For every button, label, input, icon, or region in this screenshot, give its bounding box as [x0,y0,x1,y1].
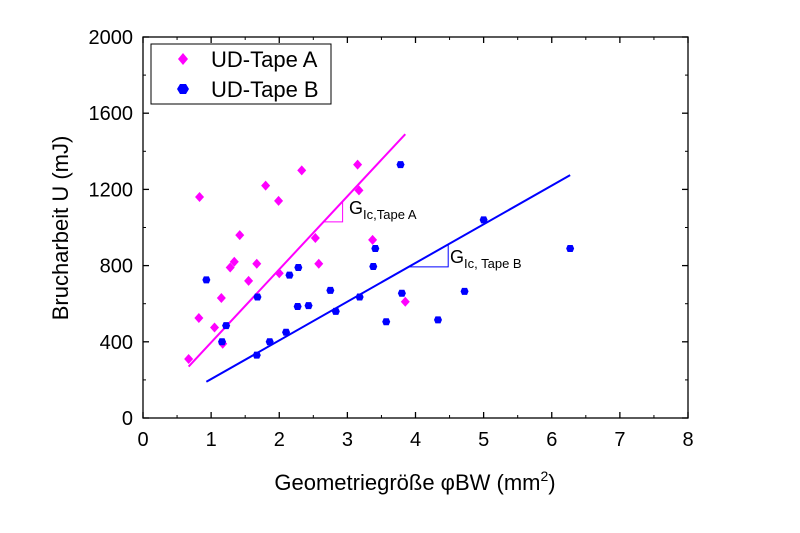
data-point-tape-a [261,180,271,191]
x-tick-label: 7 [614,429,625,451]
data-point-tape-a [297,165,307,176]
x-tick-labels: 0 1 2 3 4 5 6 7 8 [137,429,693,451]
data-point-tape-b [397,289,406,297]
data-point-tape-a [274,195,284,206]
slope-triangle-tape-b [408,244,449,268]
data-point-tape-a [400,296,410,307]
data-point-tape-a [368,234,378,245]
x-tick-label: 8 [682,429,693,451]
y-axis-title: Brucharbeit U (mJ) [48,136,73,321]
fit-line-tape-b [205,174,571,383]
y-tick-label: 0 [122,408,133,430]
y-tick-label: 2000 [89,27,134,49]
legend-marker-tape-b [177,84,189,94]
data-point-tape-b [285,271,294,279]
data-point-tape-a [184,353,194,364]
y-tick-label: 800 [100,256,133,278]
data-point-tape-a [225,262,235,273]
data-point-tape-b [479,216,488,224]
legend-marker-tape-a [178,53,188,65]
data-point-tape-b [382,318,391,326]
data-point-tape-b [294,264,303,272]
data-point-tape-b [371,244,380,252]
data-point-tape-a [235,230,245,241]
data-point-tape-a [274,268,284,279]
data-point-tape-a [354,185,364,196]
x-axis-title: Geometriegröße φBW (mm2) [274,468,555,495]
x-tick-label: 6 [546,429,557,451]
data-point-tape-a [210,322,220,333]
data-point-tape-b [293,303,302,311]
x-tick-label: 0 [137,429,148,451]
data-point-tape-b [396,161,405,169]
x-tick-label: 2 [274,429,285,451]
y-tick-label: 1200 [89,179,134,201]
slope-triangles [323,201,449,268]
data-point-tape-b [566,244,575,252]
data-point-tape-b [252,351,261,359]
data-point-tape-b [222,322,231,330]
data-point-tape-a [195,192,205,203]
data-point-tape-a [310,232,320,243]
data-point-tape-b [253,293,262,301]
data-point-tape-b [326,286,335,294]
data-point-tape-a [314,258,324,269]
data-point-tape-a [229,256,239,267]
legend: UD-Tape A UD-Tape B [150,43,332,105]
data-point-tape-a [194,312,204,323]
legend-label-tape-b: UD-Tape B [211,77,319,102]
data-point-tape-b [355,293,364,301]
legend-label-tape-a: UD-Tape A [211,47,318,72]
data-point-tape-b [282,328,291,336]
data-point-tape-b [369,263,378,271]
annotation-tape-b: GIc, Tape B [450,247,522,271]
data-point-tape-b [460,287,469,295]
data-point-tape-b [433,316,442,324]
y-tick-label: 400 [100,332,133,354]
series-b-markers [202,161,575,359]
data-point-tape-b [202,276,211,284]
x-tick-label: 3 [342,429,353,451]
axis-ticks [142,36,689,419]
data-point-tape-b [331,307,340,315]
x-tick-label: 4 [410,429,421,451]
data-point-tape-a [216,292,226,303]
y-tick-labels: 0 400 800 1200 1600 2000 [89,27,134,430]
data-point-tape-a [252,258,262,269]
x-tick-label: 1 [206,429,217,451]
data-point-tape-b [265,338,274,346]
data-point-tape-b [304,302,313,310]
series-a-markers [184,159,410,364]
data-point-tape-a [353,159,363,170]
slope-triangle-tape-a [323,201,344,223]
x-tick-label: 5 [478,429,489,451]
data-point-tape-a [244,275,254,286]
y-tick-label: 1600 [89,103,134,125]
data-point-tape-b [218,338,227,346]
annotation-tape-a: GIc,Tape A [349,198,417,222]
